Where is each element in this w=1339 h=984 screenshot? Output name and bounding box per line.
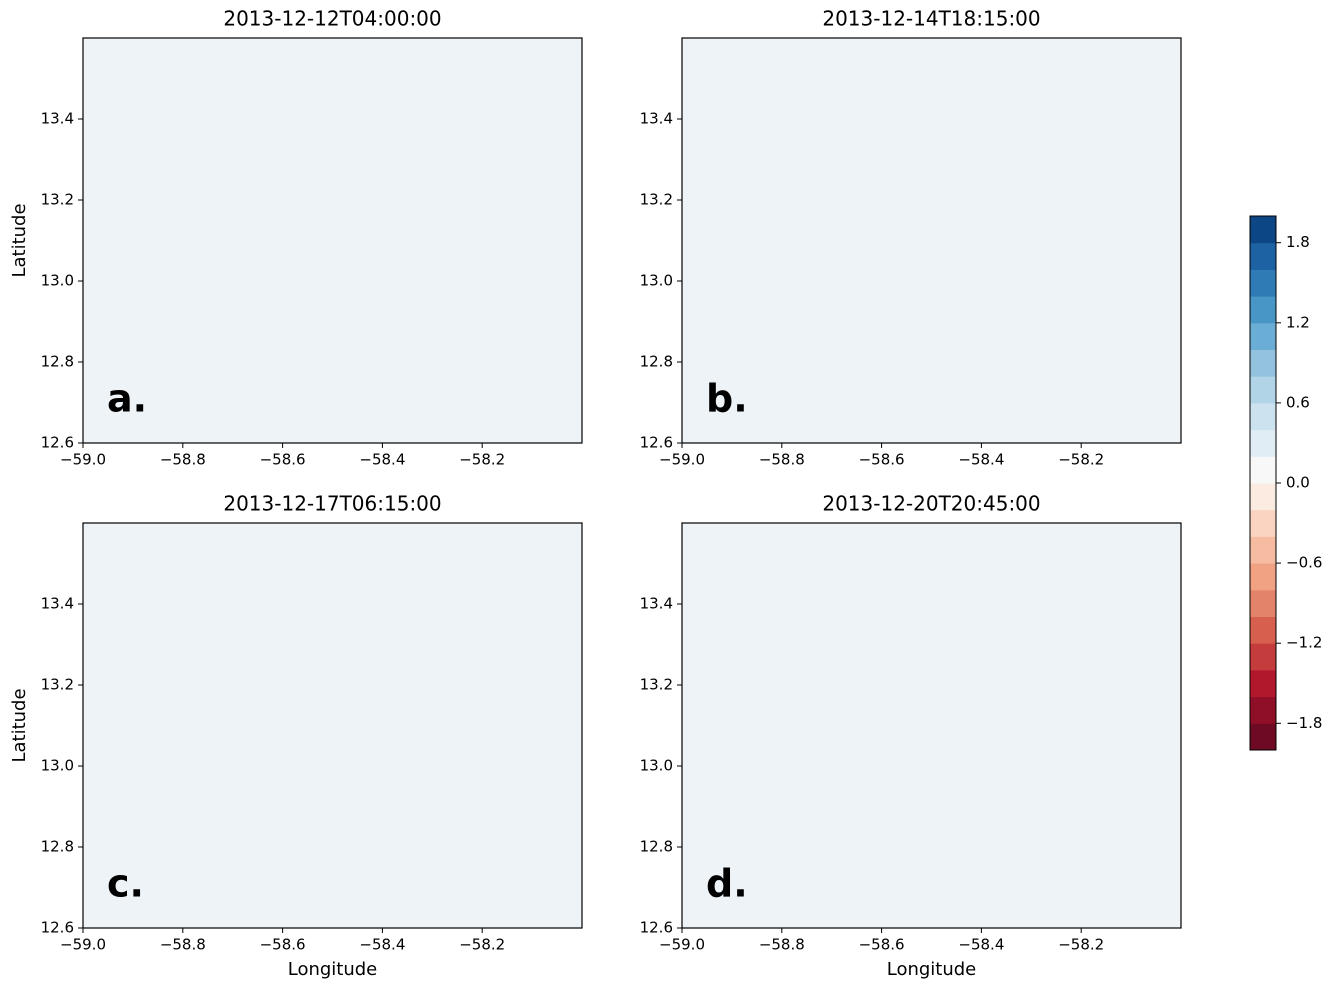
colorbar-band [1250, 349, 1276, 377]
colorbar-band [1250, 269, 1276, 297]
panel-title: 2013-12-14T18:15:00 [822, 7, 1040, 31]
colorbar-tick-label: 0.6 [1286, 393, 1310, 411]
y-tick-label: 12.8 [640, 353, 673, 371]
x-tick-label: −58.2 [459, 451, 505, 469]
colorbar-tick-label: −0.6 [1286, 554, 1322, 572]
x-tick-label: −59.0 [659, 451, 705, 469]
panel-label: c. [107, 862, 144, 906]
colorbar-band [1250, 483, 1276, 511]
plot-area [82, 522, 583, 929]
x-tick-label: −58.8 [759, 936, 805, 954]
y-tick-label: 13.0 [640, 272, 673, 290]
colorbar-band [1250, 216, 1276, 244]
y-tick-label: 13.2 [640, 676, 673, 694]
colorbar-band [1250, 376, 1276, 404]
panel-label: b. [706, 377, 748, 421]
colorbar-band [1250, 643, 1276, 671]
y-tick-label: 13.4 [41, 110, 74, 128]
x-tick-label: −59.0 [659, 936, 705, 954]
x-tick-label: −58.6 [859, 936, 905, 954]
x-tick-label: −58.8 [759, 451, 805, 469]
plot-area [681, 37, 1182, 444]
panel-title: 2013-12-17T06:15:00 [223, 492, 441, 516]
y-tick-label: 12.6 [41, 919, 74, 937]
x-tick-label: −58.8 [160, 451, 206, 469]
y-axis-label: Latitude [9, 203, 30, 277]
panel-label: d. [706, 862, 748, 906]
y-tick-label: 13.0 [640, 757, 673, 775]
x-tick-label: −58.4 [958, 936, 1004, 954]
y-tick-label: 13.2 [41, 676, 74, 694]
colorbar-band [1250, 242, 1276, 270]
colorbar-band [1250, 723, 1276, 751]
y-tick-label: 12.6 [640, 434, 673, 452]
colorbar-band [1250, 296, 1276, 324]
colorbar-tick-label: −1.2 [1286, 634, 1322, 652]
y-tick-label: 12.6 [41, 434, 74, 452]
y-axis-label: Latitude [9, 688, 30, 762]
y-tick-label: 12.8 [41, 838, 74, 856]
x-tick-label: −58.4 [359, 936, 405, 954]
y-tick-label: 13.2 [41, 191, 74, 209]
y-tick-label: 13.4 [640, 595, 673, 613]
colorbar-band [1250, 589, 1276, 617]
x-tick-label: −58.6 [260, 451, 306, 469]
colorbar-tick-label: 1.2 [1286, 313, 1310, 331]
colorbar-tick-label: 1.8 [1286, 233, 1310, 251]
panel-title: 2013-12-20T20:45:00 [822, 492, 1040, 516]
colorbar-band [1250, 563, 1276, 591]
colorbar-band [1250, 509, 1276, 537]
colorbar-band [1250, 322, 1276, 350]
colorbar-band [1250, 456, 1276, 484]
colorbar-band [1250, 536, 1276, 564]
y-tick-label: 12.6 [640, 919, 673, 937]
plot-area [82, 37, 583, 444]
y-tick-label: 12.8 [41, 353, 74, 371]
colorbar-tick-label: 0.0 [1286, 474, 1310, 492]
panel-title: 2013-12-12T04:00:00 [223, 7, 441, 31]
y-tick-label: 13.0 [41, 272, 74, 290]
x-tick-label: −58.8 [160, 936, 206, 954]
x-tick-label: −58.2 [459, 936, 505, 954]
plot-area [681, 522, 1182, 929]
x-axis-label: Longitude [288, 959, 378, 980]
colorbar-band [1250, 402, 1276, 431]
y-tick-label: 13.4 [41, 595, 74, 613]
x-tick-label: −58.6 [859, 451, 905, 469]
x-tick-label: −58.6 [260, 936, 306, 954]
y-tick-label: 13.4 [640, 110, 673, 128]
y-tick-label: 12.8 [640, 838, 673, 856]
y-tick-label: 13.0 [41, 757, 74, 775]
x-tick-label: −58.2 [1058, 936, 1104, 954]
x-tick-label: −59.0 [60, 451, 106, 469]
colorbar-tick-label: −1.8 [1286, 714, 1322, 732]
y-tick-label: 13.2 [640, 191, 673, 209]
x-tick-label: −58.4 [359, 451, 405, 469]
colorbar-band [1250, 429, 1276, 457]
x-tick-label: −59.0 [60, 936, 106, 954]
colorbar-band [1250, 616, 1276, 644]
x-tick-label: −58.4 [958, 451, 1004, 469]
panel-label: a. [107, 377, 147, 421]
x-axis-label: Longitude [887, 959, 977, 980]
colorbar-band [1250, 696, 1276, 724]
colorbar-band [1250, 669, 1276, 698]
x-tick-label: −58.2 [1058, 451, 1104, 469]
